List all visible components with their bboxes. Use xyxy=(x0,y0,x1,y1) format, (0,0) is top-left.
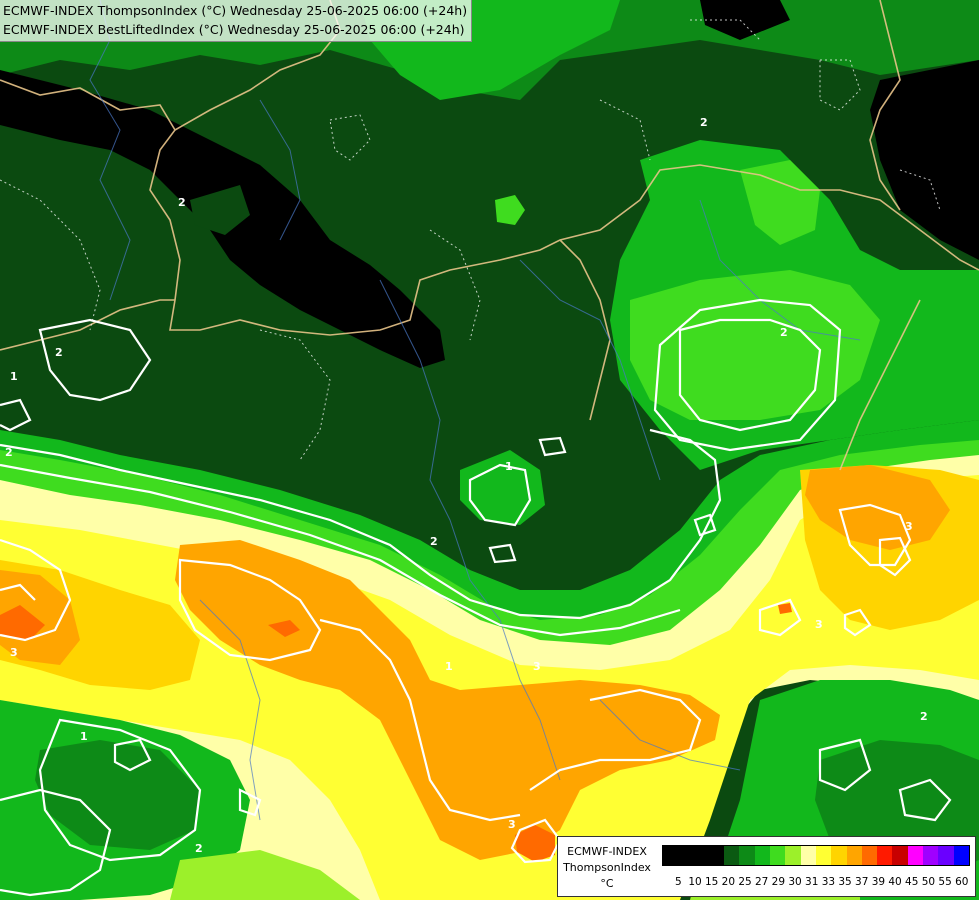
legend-tick: 39 xyxy=(871,876,886,888)
legend-swatch xyxy=(663,846,679,865)
legend-swatch xyxy=(770,846,786,865)
legend-tick: 50 xyxy=(921,876,936,888)
contour-label: 2 xyxy=(5,446,13,459)
map-title: ECMWF-INDEX ThompsonIndex (°C) Wednesday… xyxy=(0,0,473,42)
legend-tick: 35 xyxy=(838,876,852,888)
contour-label: 3 xyxy=(815,618,823,631)
light-green-zone-east xyxy=(630,270,880,420)
contour-label: 2 xyxy=(178,196,186,209)
legend-swatch xyxy=(754,846,771,865)
legend-swatch xyxy=(739,846,755,865)
contour-label: 3 xyxy=(508,818,516,831)
legend-tick: 55 xyxy=(938,876,952,888)
light-green-zone-south xyxy=(170,850,360,900)
dark-green-zone-southwest xyxy=(35,740,200,850)
legend-tick: 10 xyxy=(688,876,702,888)
rivers xyxy=(89,0,861,821)
legend-swatch xyxy=(953,846,969,865)
contour-label: 2 xyxy=(700,116,708,129)
contour-label: 1 xyxy=(10,370,18,383)
legend-swatch xyxy=(846,846,862,865)
black-zone-northeast xyxy=(870,60,979,260)
legend-swatch xyxy=(724,846,740,865)
legend-tick: 5 xyxy=(674,876,682,888)
light-green-zone-ne-small xyxy=(740,160,820,245)
legend-tick: 60 xyxy=(955,876,969,888)
legend-unit-label: °C xyxy=(600,877,614,890)
legend-swatch xyxy=(708,846,725,865)
legend-swatch xyxy=(923,846,939,865)
legend-swatch xyxy=(907,846,924,865)
legend-swatch xyxy=(800,846,816,865)
legend-color-bar xyxy=(662,845,970,866)
orange-zone-west xyxy=(0,570,80,665)
legend-tick: 33 xyxy=(821,876,836,888)
contour-labels: 2 2 2 2 2 2 1 1 1 1 3 3 3 3 2 2 3 xyxy=(5,116,928,855)
legend-swatch xyxy=(785,846,801,865)
legend-swatch xyxy=(815,846,832,865)
legend-tick: 15 xyxy=(704,876,719,888)
legend-tick: 40 xyxy=(888,876,902,888)
legend-model-label: ECMWF-INDEX xyxy=(567,845,647,858)
legend-swatch xyxy=(678,846,694,865)
legend-swatch xyxy=(892,846,908,865)
contour-label: 3 xyxy=(905,520,913,533)
legend-tick: 31 xyxy=(805,876,819,888)
legend-tick: 37 xyxy=(855,876,869,888)
dotted-contours xyxy=(0,19,941,461)
legend-swatch xyxy=(693,846,709,865)
color-legend: ECMWF-INDEX ThompsonIndex °C 5 10 15 20 25 27… xyxy=(557,836,976,897)
green-spot-north xyxy=(495,195,525,225)
legend-tick: 25 xyxy=(738,876,752,888)
dark-green-pocket xyxy=(190,185,250,235)
legend-swatch xyxy=(861,846,878,865)
contour-label: 1 xyxy=(80,730,88,743)
contour-label: 2 xyxy=(920,710,928,723)
legend-tick: 27 xyxy=(755,876,769,888)
contour-label: 2 xyxy=(195,842,203,855)
contour-label: 2 xyxy=(430,535,438,548)
title-line-thompson: ECMWF-INDEX ThompsonIndex (°C) Wednesday… xyxy=(3,3,468,18)
contour-label: 3 xyxy=(10,646,18,659)
orange-zone-central xyxy=(175,540,720,860)
hot-spot-south xyxy=(515,825,555,862)
contour-label: 1 xyxy=(445,660,453,673)
title-line-bestlifted: ECMWF-INDEX BestLiftedIndex (°C) Wednesd… xyxy=(3,22,465,37)
hot-spot-center xyxy=(268,620,300,637)
contour-label: 1 xyxy=(505,460,513,473)
contour-label: 3 xyxy=(533,660,541,673)
legend-swatch xyxy=(938,846,954,865)
legend-swatch xyxy=(877,846,893,865)
hot-spot-west xyxy=(0,605,45,640)
contour-lines xyxy=(0,298,952,897)
legend-parameter-label: ThompsonIndex xyxy=(563,861,651,874)
legend-tick-labels: 5 10 15 20 25 27 29 30 31 33 35 37 39 40 45 50 55 60 xyxy=(670,875,970,889)
black-zone-north xyxy=(700,0,790,40)
legend-tick: 20 xyxy=(721,876,736,888)
legend-tick: 29 xyxy=(771,876,786,888)
hot-spot-east xyxy=(778,603,792,614)
legend-tick: 45 xyxy=(905,876,919,888)
legend-swatch xyxy=(831,846,847,865)
contour-label: 2 xyxy=(780,326,788,339)
legend-tick: 30 xyxy=(788,876,802,888)
contour-label: 2 xyxy=(55,346,63,359)
